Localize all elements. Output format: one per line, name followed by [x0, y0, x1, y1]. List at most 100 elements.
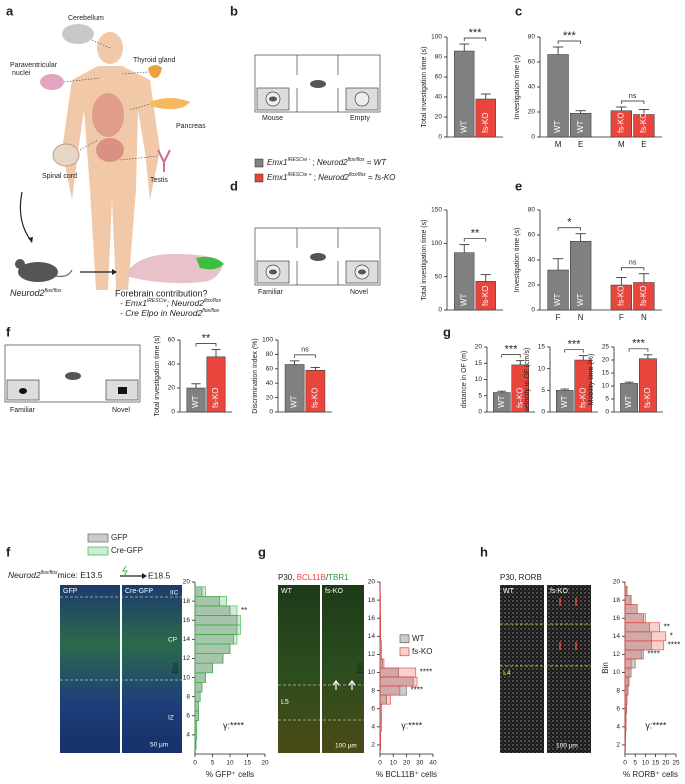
anatomy-illustration: Cerebellum Paraventricular nuclei Thyroi…	[10, 15, 224, 318]
histogram-bar	[379, 649, 382, 660]
x-tick-label: 20	[403, 760, 411, 767]
histogram-bar	[624, 604, 638, 614]
legend-text: Emx1IRESCre - ; Neurod2flox/flox = WT	[267, 157, 387, 167]
schematic-label: Mouse	[262, 115, 283, 122]
significance-label: ns	[629, 93, 637, 100]
y-tick-label: 20	[528, 109, 536, 116]
y-tick-label: 8	[371, 687, 375, 694]
significance-label: **	[664, 622, 670, 631]
y-tick-label: 10	[613, 669, 621, 676]
y-tick-label: 15	[538, 344, 546, 351]
y-tick-label: 40	[528, 257, 536, 264]
schematic-d: Familiar Novel	[254, 227, 381, 296]
micrograph-label: WT	[281, 588, 293, 595]
legend-label: GFP	[111, 533, 127, 542]
micrograph-label: Cre-GFP	[125, 588, 153, 595]
histogram-bar	[624, 622, 660, 633]
significance-bracket	[620, 100, 645, 104]
x-tick-label: 10	[642, 760, 650, 767]
histogram-bar	[379, 731, 381, 741]
histogram-bar	[379, 640, 382, 651]
histogram-bar	[379, 740, 381, 750]
y-tick-label: 4	[616, 724, 620, 731]
legend-label: fs-KO	[412, 647, 432, 656]
legend-swatch	[399, 647, 410, 657]
histogram-bar	[379, 685, 401, 696]
y-tick-label: 100	[431, 34, 442, 41]
significance-label: ****	[668, 640, 680, 649]
y-tick-label: 8	[616, 687, 620, 694]
y-tick-label: 2	[371, 742, 375, 749]
significance-bracket	[195, 343, 217, 347]
histogram-bar	[379, 667, 417, 678]
anatomy-label: Thyroid gland	[133, 57, 176, 64]
bar-label: fs-KO	[515, 388, 524, 408]
y-tick-label: 10	[538, 365, 546, 372]
x-tick-label: M	[555, 140, 562, 149]
legend-text: Emx1IRESCre + ; Neurod2flox/flox = fs-KO	[267, 172, 395, 182]
histogram-bar	[624, 722, 627, 732]
y-axis-title: distance in OF (m)	[461, 351, 468, 409]
scale-label: 50 µm	[150, 742, 168, 749]
y-tick-label: 100	[431, 240, 442, 247]
significance-label: ns	[301, 347, 309, 354]
histogram-bar	[194, 729, 198, 740]
bar-label: fs-KO	[616, 286, 625, 306]
x-axis-title: % BCL11B⁺ cells	[376, 770, 437, 779]
histogram-bar	[379, 622, 381, 633]
y-tick-label: 0	[478, 409, 482, 416]
y-axis-title: Discrimination index (%)	[252, 338, 259, 413]
y-tick-label: 60	[528, 232, 536, 239]
legend-swatch	[87, 533, 109, 543]
legend-label: Cre-GFP	[111, 546, 143, 555]
bar-label: fs-KO	[310, 388, 319, 408]
x-axis-title: % GFP⁺ cells	[206, 770, 254, 779]
x-tick-label: 20	[261, 760, 269, 767]
scale-label: 100 µm	[335, 743, 357, 750]
histogram-bar	[194, 615, 241, 626]
layer-label: IIC	[170, 590, 179, 597]
bar-label: WT	[553, 120, 562, 133]
significance-label: ****	[420, 668, 432, 677]
significance-label: ns	[629, 260, 637, 267]
bar-label: fs-KO	[481, 286, 490, 306]
stat-label: γ:****	[223, 720, 245, 730]
micrograph-label: WT	[503, 588, 515, 595]
histogram-bar	[194, 643, 231, 654]
y-axis-title: Total investigation time (s)	[421, 220, 428, 301]
y-tick-label: 20	[475, 344, 483, 351]
y-tick-label: 0	[438, 134, 442, 141]
stat-label: γ:****	[645, 720, 667, 730]
x-tick-label: E	[578, 140, 583, 149]
y-tick-label: 16	[183, 617, 191, 624]
histogram-bar	[624, 586, 628, 596]
significance-label: *	[670, 631, 673, 640]
histogram-bar	[194, 720, 198, 731]
y-tick-label: 15	[602, 370, 610, 377]
y-tick-label: 10	[475, 376, 483, 383]
y-axis-title: Bin	[171, 662, 180, 674]
histogram-bar	[624, 658, 632, 669]
panel-label: d	[230, 178, 238, 193]
y-tick-label: 40	[435, 94, 443, 101]
y-axis-title: Mobility time (%)	[588, 354, 595, 406]
significance-bracket	[294, 354, 316, 358]
y-tick-label: 14	[183, 636, 191, 643]
histogram-bar	[624, 676, 629, 687]
legend-swatch	[87, 546, 109, 556]
y-tick-label: 15	[475, 360, 483, 367]
y-axis-title: Total investigation time (s)	[154, 336, 161, 417]
x-tick-label: 40	[429, 760, 437, 767]
bar-label: WT	[191, 395, 200, 408]
histogram-bar	[194, 605, 238, 616]
bar-label: WT	[624, 395, 633, 408]
schematic-label: Novel	[112, 407, 130, 414]
layer-label: IZ	[168, 715, 174, 722]
y-tick-label: 40	[266, 380, 274, 387]
y-tick-label: 60	[528, 59, 536, 66]
panel-label: c	[515, 3, 522, 18]
y-axis-title: Investigation time (s)	[514, 55, 521, 120]
bar-label: WT	[290, 395, 299, 408]
histogram-bar	[624, 595, 632, 605]
significance-label: ****	[411, 686, 423, 695]
